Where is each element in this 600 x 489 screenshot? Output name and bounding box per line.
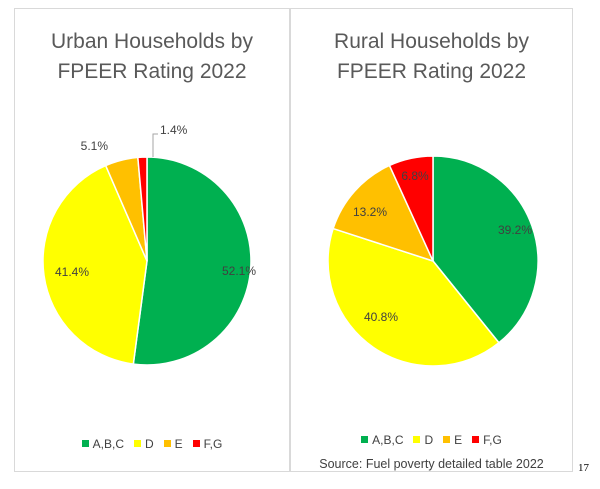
rural-legend-item-d: D <box>413 433 433 447</box>
urban-chart-title: Urban Households by FPEER Rating 2022 <box>15 27 289 87</box>
urban-title-line-2: FPEER Rating 2022 <box>57 60 247 83</box>
urban-title-line-1: Urban Households by <box>51 30 253 53</box>
rural-legend-swatch-fg <box>472 436 480 443</box>
urban-data-label-d: 41.4% <box>55 265 89 279</box>
urban-legend-label-fg: F,G <box>203 437 223 451</box>
rural-pie-chart: 39.2% 40.8% 13.2% 6.8% <box>327 155 539 367</box>
urban-pie-chart: 52.1% 41.4% 5.1% 1.4% <box>42 123 256 366</box>
rural-title-line-2: FPEER Rating 2022 <box>336 60 527 83</box>
rural-title-line-1: Rural Households by <box>334 30 529 53</box>
rural-legend-item-e: E <box>443 433 462 447</box>
urban-legend-item-d: D <box>133 437 154 451</box>
urban-slice-d <box>42 164 148 365</box>
urban-legend-item-fg: F,G <box>192 437 223 451</box>
rural-chart-title: Rural Households by FPEER Rating 2022 <box>291 27 572 87</box>
urban-slice-abc <box>132 156 252 366</box>
rural-data-label-e: 13.2% <box>353 205 387 219</box>
urban-legend: A,B,C D E F,G <box>15 437 289 451</box>
urban-legend-item-e: E <box>163 437 183 451</box>
rural-legend-item-fg: F,G <box>472 433 502 447</box>
rural-chart-panel: Rural Households by FPEER Rating 2022 39… <box>290 8 573 472</box>
rural-legend-swatch-abc <box>361 436 369 443</box>
urban-legend-swatch-e <box>163 440 171 447</box>
urban-slice-fg <box>137 156 148 262</box>
urban-label-leader-line <box>152 133 158 157</box>
urban-legend-swatch-fg <box>192 440 200 447</box>
rural-legend-label-fg: F,G <box>483 433 502 447</box>
rural-legend-label-e: E <box>454 433 463 447</box>
urban-legend-label-abc: A,B,C <box>92 437 124 451</box>
page-number: 17 <box>578 462 589 474</box>
rural-legend-label-d: D <box>424 433 434 447</box>
urban-chart-panel: Urban Households by FPEER Rating 2022 52… <box>14 8 290 472</box>
rural-data-label-abc: 39.2% <box>498 223 532 237</box>
urban-legend-label-d: D <box>144 437 154 451</box>
urban-data-label-fg: 1.4% <box>160 123 188 137</box>
rural-slice-d <box>327 227 500 367</box>
source-note: Source: Fuel poverty detailed table 2022 <box>319 457 544 471</box>
urban-legend-label-e: E <box>174 437 183 451</box>
rural-legend-swatch-e <box>443 436 451 443</box>
rural-slice-abc <box>432 155 539 344</box>
urban-data-label-abc: 52.1% <box>222 264 256 278</box>
urban-legend-item-abc: A,B,C <box>81 437 124 451</box>
rural-slice-e <box>332 164 435 263</box>
urban-legend-swatch-abc <box>81 440 89 447</box>
rural-legend-label-abc: A,B,C <box>372 433 404 447</box>
rural-data-label-d: 40.8% <box>364 310 398 324</box>
urban-legend-swatch-d <box>133 440 141 447</box>
rural-slice-fg <box>388 155 434 262</box>
rural-legend: A,B,C D E F,G <box>291 433 572 447</box>
rural-legend-item-abc: A,B,C <box>361 433 403 447</box>
urban-data-label-e: 5.1% <box>81 139 109 153</box>
rural-data-label-fg: 6.8% <box>401 169 429 183</box>
rural-legend-swatch-d <box>413 436 421 443</box>
